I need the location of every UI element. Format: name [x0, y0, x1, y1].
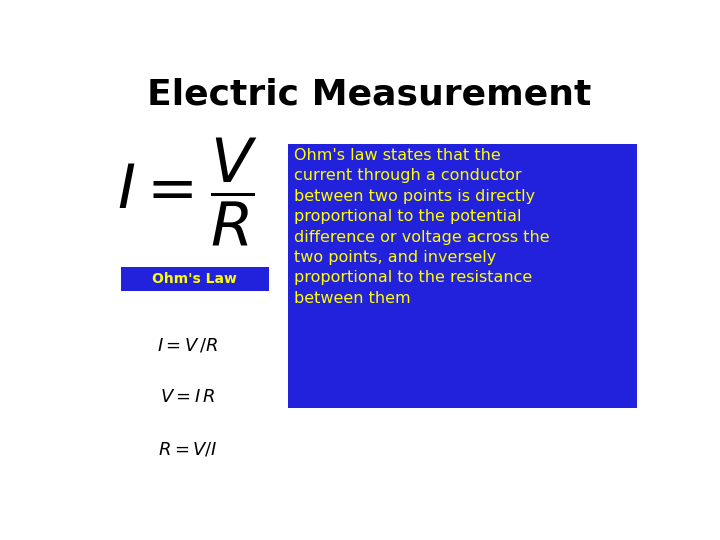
FancyBboxPatch shape [288, 144, 637, 408]
Text: Electric Measurement: Electric Measurement [147, 77, 591, 111]
Text: $\mathit{I} = \mathit{V}\,/\mathit{R}$: $\mathit{I} = \mathit{V}\,/\mathit{R}$ [157, 336, 218, 354]
Text: Ohm's Law: Ohm's Law [152, 272, 237, 286]
Text: $\mathit{I} = \dfrac{\mathit{V}}{\mathit{R}}$: $\mathit{I} = \dfrac{\mathit{V}}{\mathit… [117, 136, 258, 247]
FancyBboxPatch shape [121, 267, 269, 292]
Text: $\mathit{R} = \mathit{V}/\mathit{I}$: $\mathit{R} = \mathit{V}/\mathit{I}$ [158, 441, 217, 458]
Text: Ohm's law states that the
current through a conductor
between two points is dire: Ohm's law states that the current throug… [294, 148, 549, 306]
Text: $\mathit{V} = \mathit{I}\,\mathit{R}$: $\mathit{V} = \mathit{I}\,\mathit{R}$ [160, 388, 215, 407]
